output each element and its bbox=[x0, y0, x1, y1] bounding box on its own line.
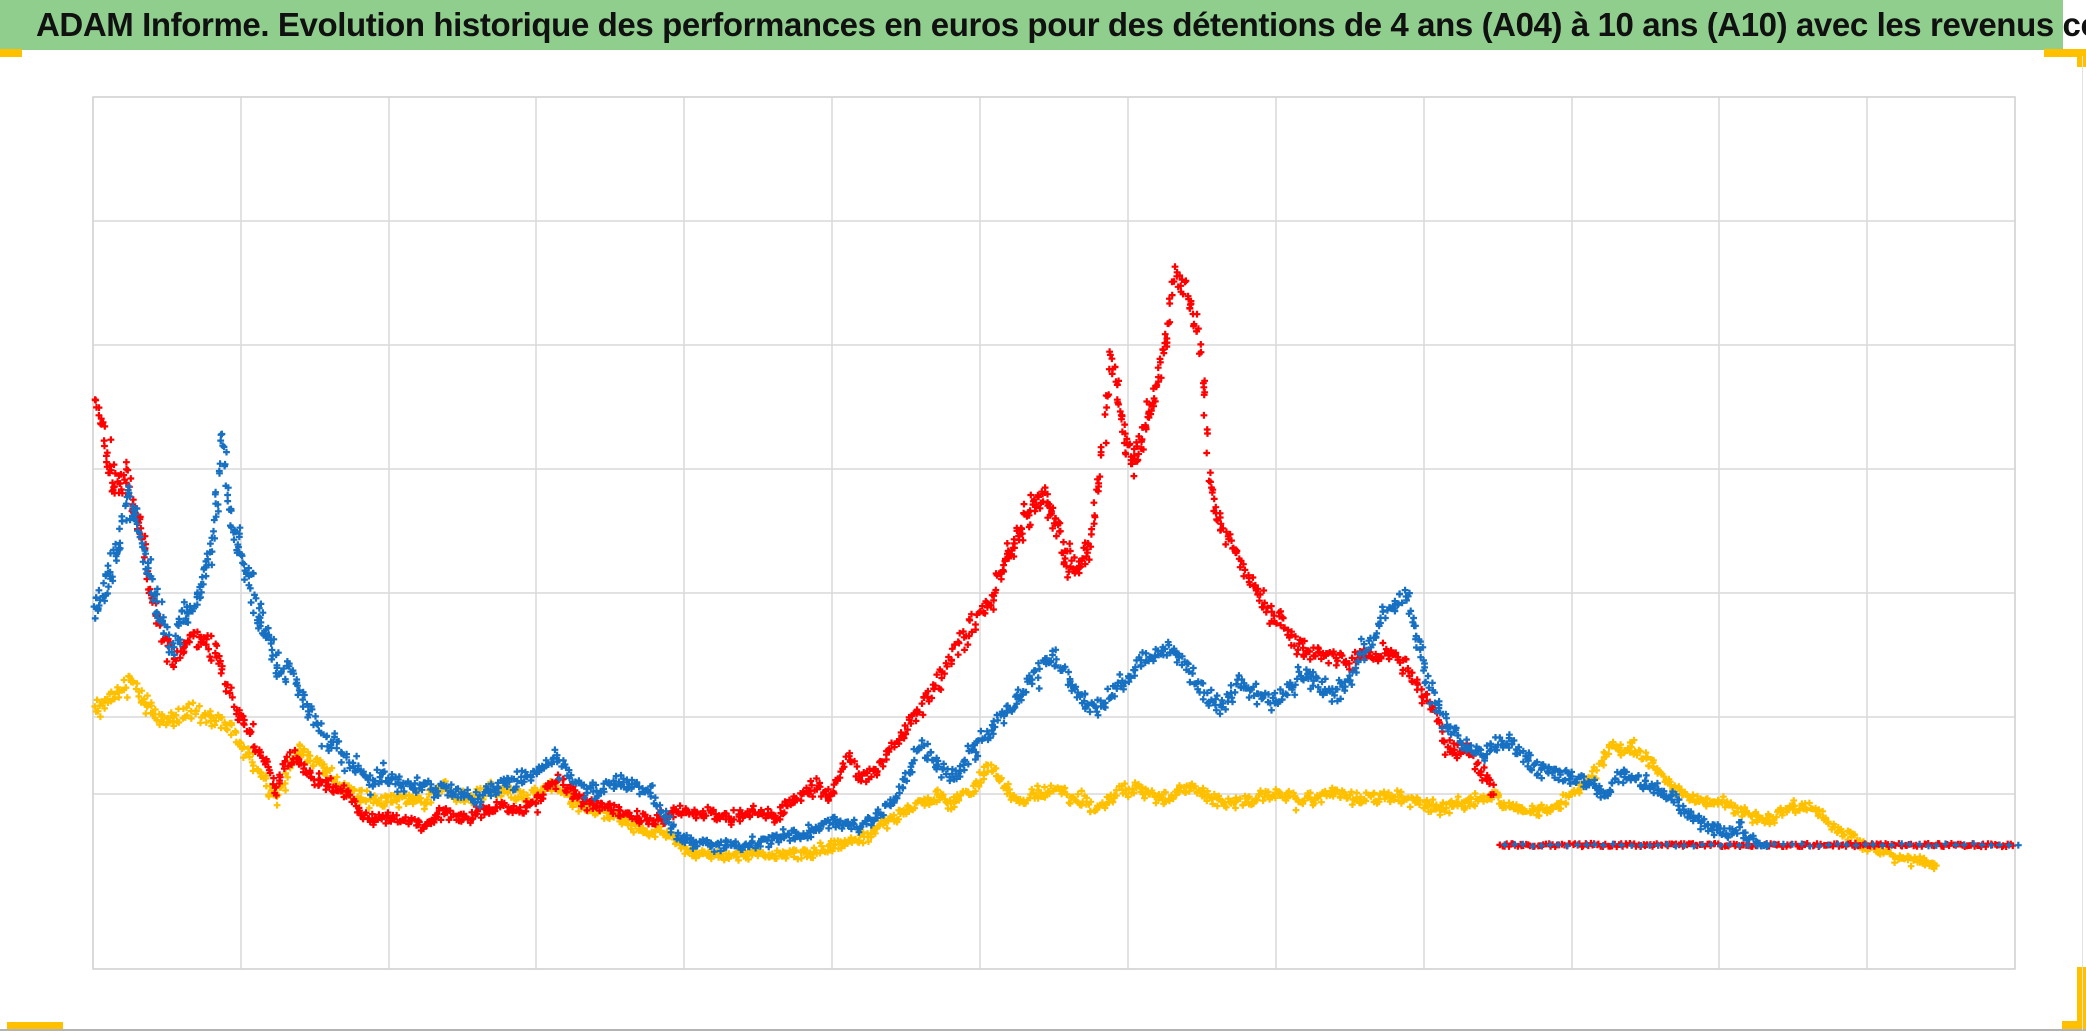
chart-series-points bbox=[89, 262, 2023, 874]
slide-bottom-rule bbox=[0, 1029, 2086, 1031]
page-title: ADAM Informe. Evolution historique des p… bbox=[0, 6, 2086, 44]
gold-accent-top-right-vertical bbox=[2077, 49, 2086, 67]
gold-accent-bottom-right-horizontal bbox=[2062, 1021, 2086, 1030]
gold-accent-top-left bbox=[0, 49, 22, 57]
gold-accent-bottom-right-vertical bbox=[2077, 967, 2086, 1030]
slide-right-rule bbox=[2082, 56, 2083, 1030]
gold-accent-bottom-left bbox=[7, 1022, 63, 1031]
gold-accent-top-right-horizontal bbox=[2044, 49, 2086, 57]
title-banner: ADAM Informe. Evolution historique des p… bbox=[0, 0, 2086, 50]
